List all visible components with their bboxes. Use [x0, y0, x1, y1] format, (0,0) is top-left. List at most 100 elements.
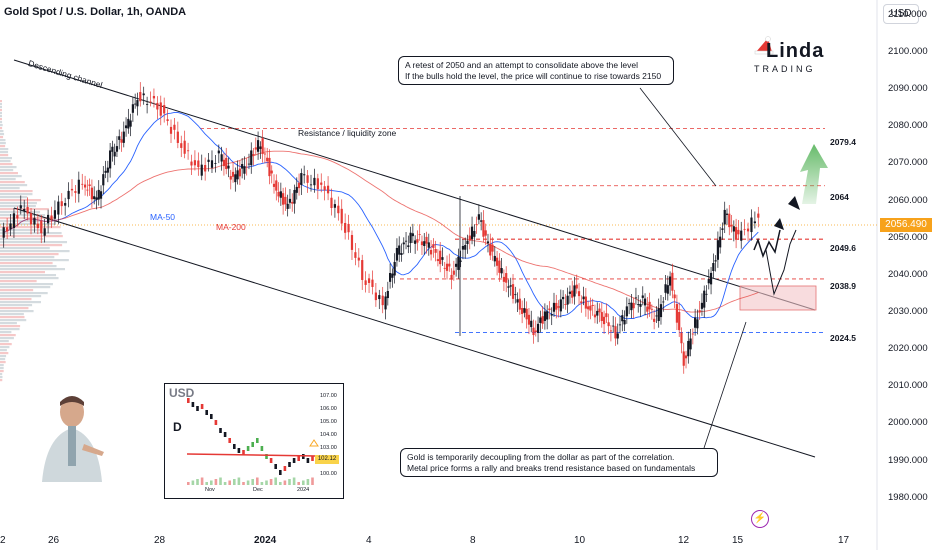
volume-profile-bar [0, 337, 14, 340]
volume-profile-bar [0, 283, 53, 286]
candle-body [612, 325, 615, 327]
volume-profile-bar [0, 274, 57, 277]
candle-body [384, 296, 387, 310]
candle-body [159, 102, 162, 116]
candle-body [580, 301, 583, 304]
candle-body [653, 318, 656, 322]
candle-body [475, 224, 478, 225]
candle-body [468, 235, 471, 241]
candle-body [279, 191, 282, 198]
ma-200-label: MA-200 [216, 222, 246, 232]
candle-body [541, 316, 544, 324]
candle-body [637, 304, 640, 306]
candle-body [455, 263, 458, 267]
candle-body [609, 330, 613, 332]
candle-body [309, 184, 313, 186]
candle-body [502, 276, 506, 282]
bottom-callout-line-1: Gold is temporarily decoupling from the … [407, 452, 675, 462]
inset-warning-icon [309, 439, 319, 447]
candle-body [682, 351, 685, 366]
inset-x-tick: Dec [253, 487, 263, 493]
candle-body [268, 157, 271, 177]
candle-body [655, 315, 658, 317]
candle-body [562, 296, 565, 300]
level-label-2049: 2049.6 [830, 243, 856, 253]
candle-body [115, 146, 119, 152]
candle-body [256, 140, 260, 152]
top-callout-line-2: If the bulls hold the level, the price w… [405, 70, 662, 81]
volume-profile-bar [0, 319, 27, 322]
candle-body [659, 304, 663, 318]
volume-profile-bar [0, 307, 29, 310]
candle-body [152, 95, 156, 99]
volume-profile-bar [0, 193, 33, 196]
candle-body [180, 143, 183, 148]
y-tick-label: 2070.000 [888, 157, 928, 169]
volume-profile-bar [0, 109, 2, 112]
candle-body [391, 273, 394, 278]
candle-body [169, 126, 173, 134]
volume-profile-bar [0, 328, 20, 331]
candle-body [43, 228, 46, 236]
volume-profile-bar [0, 166, 17, 169]
candle-body [19, 205, 22, 209]
candle-body [46, 214, 50, 224]
candle-body [241, 164, 244, 169]
ma-200-line [3, 150, 759, 313]
level-label-2079: 2079.4 [830, 137, 856, 147]
candle-body [139, 92, 142, 102]
channel-lower-line [13, 207, 816, 458]
volume-profile-bar [0, 229, 41, 232]
candle-body [6, 227, 9, 232]
candle-body [227, 165, 230, 169]
forecast-arrow-2 [788, 196, 800, 210]
inset-volume-bar [228, 480, 231, 485]
candle-body [393, 261, 396, 276]
candle-body [689, 338, 692, 350]
candle-body [646, 306, 649, 312]
candle-body [527, 314, 531, 325]
candle-body [716, 240, 719, 260]
currency-button[interactable]: USD [883, 4, 919, 24]
volume-profile-bar [0, 181, 25, 184]
logo-text-top: Linda [766, 40, 825, 62]
forecast-path-2 [765, 229, 797, 296]
candle-body [639, 303, 642, 307]
candle-body [33, 217, 36, 225]
candle-body [666, 285, 669, 294]
inset-volume-bar [237, 477, 241, 485]
candle-body [374, 292, 377, 301]
x-tick-label: 17 [838, 535, 850, 546]
candle-body [214, 163, 217, 164]
volume-profile-bar [0, 163, 13, 166]
candle-body [386, 290, 389, 299]
inset-candle [251, 442, 254, 447]
x-tick-label: 4 [366, 535, 372, 546]
volume-profile-bar [0, 322, 17, 325]
candle-body [477, 214, 480, 220]
candle-body [186, 150, 190, 152]
volume-profile-bar [0, 175, 22, 178]
inset-candle [210, 414, 213, 419]
candle-body [671, 272, 674, 291]
inset-volume-bar [200, 477, 204, 485]
volume-profile-bar [0, 187, 20, 190]
volume-profile-bar [0, 367, 4, 370]
volume-profile-bar [0, 265, 57, 268]
candle-body [445, 263, 449, 271]
candle-body [593, 314, 597, 318]
volume-profile-bar [0, 139, 6, 142]
candle-body [511, 284, 515, 299]
volume-profile-bar [0, 325, 21, 328]
candle-body [320, 182, 323, 185]
candle-body [457, 256, 460, 270]
volume-profile-bar [0, 253, 59, 256]
inset-volume-bar [292, 477, 296, 485]
candle-body [297, 182, 301, 189]
y-tick-label: 2060.000 [888, 194, 928, 206]
candle-body [156, 102, 159, 110]
volume-profile-bar [0, 226, 61, 229]
lightning-icon[interactable]: ⚡ [751, 510, 769, 528]
candle-body [730, 224, 733, 227]
